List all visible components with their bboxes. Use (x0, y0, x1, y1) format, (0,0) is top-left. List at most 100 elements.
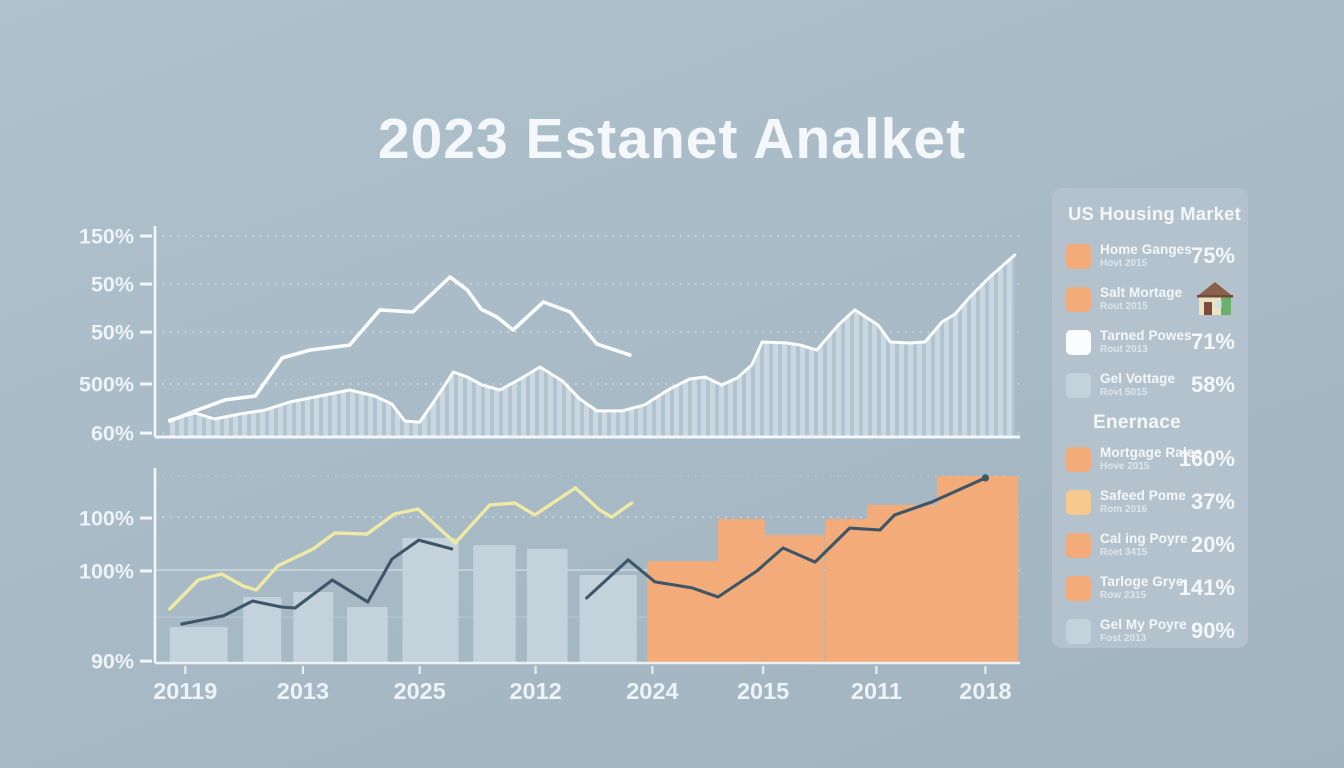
legend-swatch-orange (1066, 532, 1091, 558)
y-tick-label: 60% (91, 422, 134, 446)
legend-texts: Gel My Poyre Fost 2013 (1100, 616, 1189, 645)
legend-texts: Home Ganges Hovt 2015 (1100, 241, 1192, 270)
top-chart-svg: 150% 50% 50% 500% 60% (80, 225, 1020, 446)
legend-label: Tarned Powes (1100, 327, 1192, 343)
legend-swatch-orange (1066, 446, 1091, 472)
legend-sublabel: Fost 2013 (1100, 632, 1147, 644)
dark-line-segment-2 (585, 476, 987, 600)
white-trend-line (167, 275, 632, 423)
y-tick-label: 100% (80, 559, 134, 583)
legend-rows: Home Ganges Hovt 2015 75% Salt Mortage Rout … (1066, 240, 1235, 647)
legend-sublabel: Row 2315 (1100, 589, 1147, 601)
legend-texts: Tarned Powes Rout 2013 (1100, 327, 1192, 356)
legend-label: Salt Mortage (1100, 284, 1183, 300)
legend-row: Home Ganges Hovt 2015 75% (1066, 240, 1235, 272)
orange-bar (647, 561, 719, 663)
y-tick-label: 150% (80, 225, 134, 249)
legend-row: Tarned Powes Rout 2013 71% (1066, 326, 1235, 358)
x-tick-label: 20119 (153, 678, 217, 704)
x-tick-label: 2012 (509, 678, 561, 704)
legend-swatch-pale-blue (1066, 372, 1091, 398)
orange-bar (866, 504, 937, 663)
striped-area-edge-line (168, 253, 1017, 424)
legend-sublabel: Rom 2016 (1100, 503, 1148, 515)
y-tick-label: 500% (80, 373, 134, 397)
pale-bar (243, 597, 282, 663)
legend-texts: Mortgage Rales Hove 2015 (1100, 444, 1202, 473)
legend-sublabel: Rovt 5015 (1100, 386, 1148, 398)
bottom-chart: 100% 100% 90% 20119 2013 2025 2012 2024 2015 2011… (80, 462, 1040, 710)
legend-row: Tarloge Grye Row 2315 141% (1066, 572, 1235, 604)
striped-area (169, 255, 1015, 437)
x-tick-label: 2025 (394, 678, 446, 704)
legend-value: 75% (1190, 243, 1235, 268)
legend-label: Gel My Poyre (1100, 616, 1187, 632)
pale-bar (293, 592, 334, 663)
legend-sublabel: Rout 2015 (1100, 300, 1148, 312)
legend-swatch-white (1066, 329, 1091, 355)
legend-sublabel: Rout 2013 (1100, 343, 1148, 355)
x-tick-label: 2015 (737, 678, 789, 704)
legend-value: 37% (1190, 489, 1235, 514)
legend-label: Mortgage Rales (1100, 444, 1202, 460)
legend-value: 141% (1178, 575, 1235, 600)
legend-label: Home Ganges (1100, 241, 1192, 257)
legend-value: 71% (1190, 329, 1235, 354)
y-tick-label: 90% (91, 650, 134, 674)
legend-title: US Housing Market (1068, 203, 1242, 224)
legend-label: Cal ing Poyre (1100, 530, 1188, 546)
legend-texts: Cal ing Poyre Roet 3415 (1100, 530, 1189, 559)
page-title: 2023 Estanet Analket (377, 107, 967, 172)
top-chart: 150% 50% 50% 500% 60% (80, 222, 1040, 452)
orange-bar (718, 519, 765, 663)
pale-bar (402, 537, 459, 663)
legend-row: Mortgage Rales Hove 2015 160% (1066, 443, 1235, 475)
house-icon-wrap (1193, 282, 1235, 316)
legend-swatch-orange (1066, 575, 1091, 601)
y-tick-label: 100% (80, 507, 134, 531)
legend-row: Salt Mortage Rout 2015 (1066, 282, 1235, 316)
legend-value: 90% (1190, 618, 1235, 643)
legend-sublabel: Hovt 2015 (1100, 257, 1148, 269)
legend-panel: US Housing Market Home Ganges Hovt 2015 75… (1052, 188, 1248, 648)
legend-row: Gel Vottage Rovt 5015 58% (1066, 369, 1235, 401)
legend-texts: Safeed Pome Rom 2016 (1100, 487, 1189, 516)
legend-texts: Tarloge Grye Row 2315 (1100, 573, 1184, 602)
orange-bar (937, 476, 1019, 663)
x-tick-label: 2024 (626, 678, 678, 704)
legend-value: 58% (1190, 372, 1235, 397)
orange-bar (764, 535, 825, 663)
legend-sublabel: Hove 2015 (1100, 460, 1150, 472)
yellow-line (167, 486, 634, 611)
pale-bar (169, 626, 228, 663)
y-tick-label: 50% (91, 321, 134, 345)
x-tick-label: 2011 (851, 678, 902, 704)
legend-row: Cal ing Poyre Roet 3415 20% (1066, 529, 1235, 561)
legend-label: Safeed Pome (1100, 487, 1186, 503)
house-icon (1197, 282, 1233, 315)
bottom-chart-svg: 100% 100% 90% 20119 2013 2025 2012 2024 2015 2011… (80, 468, 1020, 704)
x-tick-label: 2018 (959, 678, 1011, 704)
pale-bar (579, 575, 637, 663)
pale-bar (526, 548, 568, 663)
legend-texts: Salt Mortage Rout 2015 (1100, 284, 1193, 313)
dark-line-segment-2-end-dot (981, 474, 990, 482)
pale-bar (347, 607, 388, 663)
legend-swatch-orange (1066, 243, 1091, 269)
legend-swatch-orange (1066, 286, 1091, 312)
x-tick-label: 2013 (277, 678, 329, 704)
legend-swatch-light-orange (1066, 489, 1091, 515)
legend-row: Gel My Poyre Fost 2013 90% (1066, 615, 1235, 647)
legend-value: 160% (1178, 446, 1235, 471)
legend-sublabel: Roet 3415 (1100, 546, 1148, 558)
legend-value: 20% (1190, 532, 1235, 557)
legend-label: Gel Vottage (1100, 370, 1176, 386)
dark-line-segment-1 (180, 538, 454, 626)
orange-bar (825, 519, 868, 663)
legend-label: Tarloge Grye (1100, 573, 1184, 589)
legend-row: Safeed Pome Rom 2016 37% (1066, 486, 1235, 518)
legend-texts: Gel Vottage Rovt 5015 (1100, 370, 1189, 399)
legend-swatch-pale-blue (1066, 618, 1091, 644)
legend-section-heading: Enernace (1093, 412, 1181, 433)
pale-bar (473, 545, 516, 663)
